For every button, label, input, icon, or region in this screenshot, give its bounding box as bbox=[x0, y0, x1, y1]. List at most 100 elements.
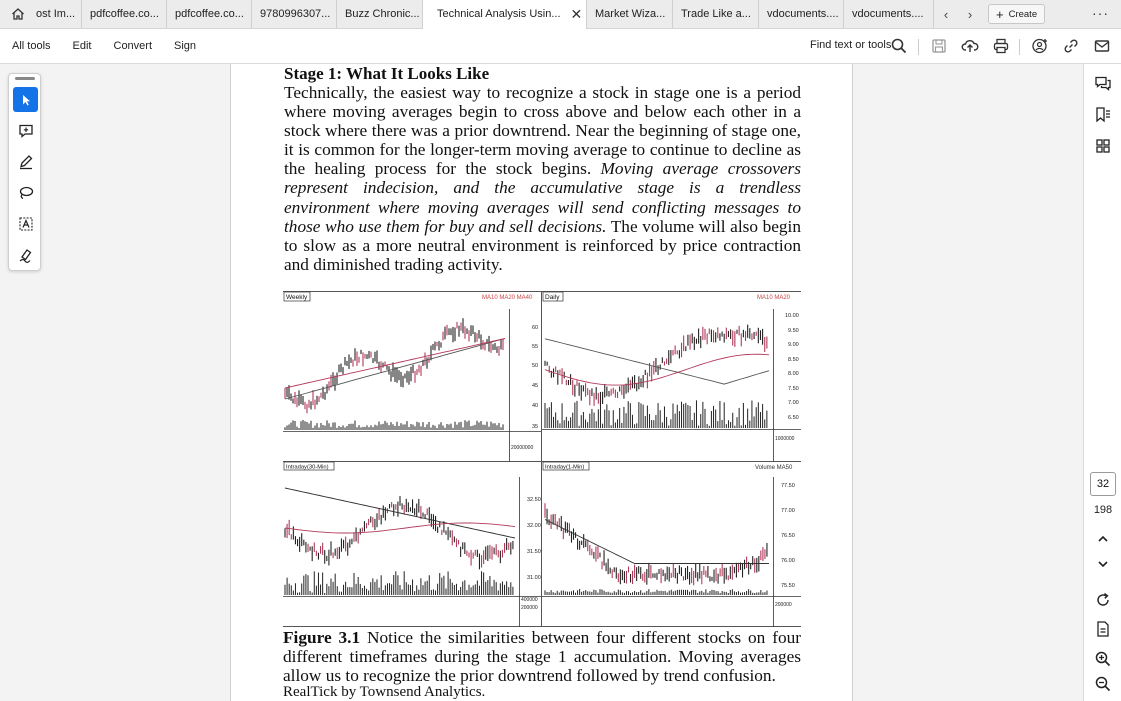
chevron-right-icon[interactable]: › bbox=[967, 6, 973, 22]
axis-tick: 77.00 bbox=[781, 508, 795, 514]
menu-convert[interactable]: Convert bbox=[113, 40, 153, 52]
more-options-icon[interactable]: ··· bbox=[1092, 5, 1109, 21]
tab-pdfcoffee-1[interactable]: pdfcoffee.co... bbox=[82, 0, 167, 29]
moving-average-line bbox=[284, 522, 516, 534]
tab-ost[interactable]: ost Im... bbox=[36, 0, 82, 29]
signature-pen-icon bbox=[19, 248, 31, 263]
menu-all-tools[interactable]: All tools bbox=[12, 40, 51, 52]
rotate-icon[interactable] bbox=[1094, 591, 1112, 609]
total-pages: 198 bbox=[1093, 504, 1113, 516]
tab-vdocuments-1[interactable]: vdocuments.... bbox=[759, 0, 844, 29]
draw-tool-button[interactable] bbox=[13, 180, 38, 205]
axis-tick: 8.00 bbox=[788, 371, 799, 377]
axis-tick: 55 bbox=[532, 344, 538, 350]
moving-average-line bbox=[284, 338, 506, 389]
volume-axis-label: 400000 bbox=[521, 597, 538, 603]
divider bbox=[1019, 39, 1020, 55]
text-box-tool-button[interactable] bbox=[13, 211, 38, 236]
panel-label-weekly: Weekly bbox=[286, 294, 308, 301]
tab-vdocuments-2[interactable]: vdocuments.... bbox=[844, 0, 934, 29]
find-text-button[interactable]: Find text or tools bbox=[810, 39, 892, 51]
figure-image: Weekly MA10 MA20 MA40 Daily MA10 MA20 In… bbox=[283, 291, 801, 627]
home-button[interactable] bbox=[0, 0, 36, 29]
figure-credit: RealTick by Townsend Analytics. bbox=[283, 684, 486, 700]
cursor-icon bbox=[22, 94, 30, 105]
menu-edit[interactable]: Edit bbox=[72, 40, 92, 52]
comments-icon[interactable] bbox=[1094, 75, 1112, 93]
menu-sign[interactable]: Sign bbox=[174, 40, 197, 52]
divider bbox=[918, 39, 919, 55]
panel-legend-daily: MA10 MA20 bbox=[757, 295, 791, 301]
bookmarks-icon[interactable] bbox=[1094, 106, 1112, 124]
axis-tick: 8.50 bbox=[788, 357, 799, 363]
tab-label: 9780996307... bbox=[260, 8, 331, 20]
select-tool-button[interactable] bbox=[13, 87, 38, 112]
axis-tick: 32.50 bbox=[527, 497, 541, 503]
axis-tick: 9.50 bbox=[788, 328, 799, 334]
figure-stock-charts: Weekly MA10 MA20 MA40 Daily MA10 MA20 In… bbox=[283, 291, 801, 627]
volume-axis-label: 200000 bbox=[775, 602, 792, 608]
tab-technical-analysis[interactable]: Technical Analysis Usin... ✕ bbox=[423, 0, 587, 29]
axis-tick: 10.00 bbox=[785, 313, 799, 319]
print-icon[interactable] bbox=[992, 37, 1010, 55]
right-sidebar: 32 198 bbox=[1083, 64, 1121, 701]
current-page-input[interactable]: 32 bbox=[1090, 472, 1116, 496]
tab-label: vdocuments.... bbox=[767, 8, 839, 20]
tab-buzz[interactable]: Buzz Chronic... bbox=[337, 0, 423, 29]
zoom-out-icon[interactable] bbox=[1094, 675, 1112, 693]
axis-tick: 76.00 bbox=[781, 558, 795, 564]
zoom-in-icon[interactable] bbox=[1094, 650, 1112, 668]
save-icon[interactable] bbox=[930, 37, 948, 55]
panel-label-intraday-30: Intraday(30-Min) bbox=[286, 465, 329, 471]
tab-label: Market Wiza... bbox=[595, 8, 666, 20]
moving-average-line bbox=[284, 487, 516, 539]
cloud-upload-icon[interactable] bbox=[961, 37, 979, 55]
tab-trade-like[interactable]: Trade Like a... bbox=[673, 0, 759, 29]
tab-label: Technical Analysis Usin... bbox=[437, 8, 561, 20]
body-paragraph: Technically, the easiest way to recogniz… bbox=[284, 83, 801, 274]
panel-legend-intraday-1: Volume MA50 bbox=[755, 465, 793, 471]
comment-add-icon bbox=[18, 124, 33, 138]
highlight-tool-button[interactable] bbox=[13, 149, 38, 174]
page-document-icon[interactable] bbox=[1094, 620, 1112, 638]
close-tab-icon[interactable]: ✕ bbox=[570, 5, 583, 22]
caption-text: Notice the similarities between four dif… bbox=[283, 628, 801, 686]
axis-tick: 7.50 bbox=[788, 386, 799, 392]
document-page: Stage 1: What It Looks Like Technically,… bbox=[230, 64, 853, 701]
chevron-up-icon[interactable] bbox=[1094, 530, 1112, 548]
axis-tick: 32.00 bbox=[527, 523, 541, 529]
share-user-icon[interactable] bbox=[1031, 37, 1049, 55]
chevron-down-icon[interactable] bbox=[1094, 555, 1112, 573]
axis-tick: 7.00 bbox=[788, 400, 799, 406]
tab-pdfcoffee-2[interactable]: pdfcoffee.co... bbox=[167, 0, 252, 29]
moving-average-line bbox=[544, 519, 769, 564]
comment-tool-button[interactable] bbox=[13, 118, 38, 143]
tab-label: pdfcoffee.co... bbox=[90, 8, 159, 20]
chevron-left-icon[interactable]: ‹ bbox=[943, 6, 949, 22]
tab-label: ost Im... bbox=[36, 8, 76, 20]
tab-label: pdfcoffee.co... bbox=[175, 8, 244, 20]
plus-icon: + bbox=[996, 6, 1004, 22]
axis-tick: 60 bbox=[532, 325, 538, 331]
main-toolbar: All tools Edit Convert Sign Find text or… bbox=[0, 29, 1121, 64]
sign-tool-button[interactable] bbox=[13, 242, 38, 267]
axis-tick: 45 bbox=[532, 383, 538, 389]
thumbnails-grid-icon[interactable] bbox=[1094, 137, 1112, 155]
mail-icon[interactable] bbox=[1093, 37, 1111, 55]
caption-label: Figure 3.1 bbox=[283, 628, 361, 647]
home-icon bbox=[12, 8, 24, 20]
section-heading: Stage 1: What It Looks Like bbox=[284, 64, 490, 83]
tab-market-wizards[interactable]: Market Wiza... bbox=[587, 0, 673, 29]
volume-axis-label: 1000000 bbox=[775, 436, 795, 442]
tab-label: Buzz Chronic... bbox=[345, 8, 420, 20]
search-icon[interactable] bbox=[890, 37, 908, 55]
drag-handle[interactable] bbox=[15, 77, 35, 80]
create-button[interactable]: + Create bbox=[988, 4, 1046, 24]
link-icon[interactable] bbox=[1062, 37, 1080, 55]
paragraph-text: The volume will also begin to slow as a … bbox=[284, 216, 801, 274]
axis-tick: 40 bbox=[532, 403, 538, 409]
tab-label: vdocuments.... bbox=[852, 8, 924, 20]
pen-icon bbox=[19, 154, 32, 169]
tab-isbn[interactable]: 9780996307... bbox=[252, 0, 337, 29]
axis-tick: 31.00 bbox=[527, 575, 541, 581]
